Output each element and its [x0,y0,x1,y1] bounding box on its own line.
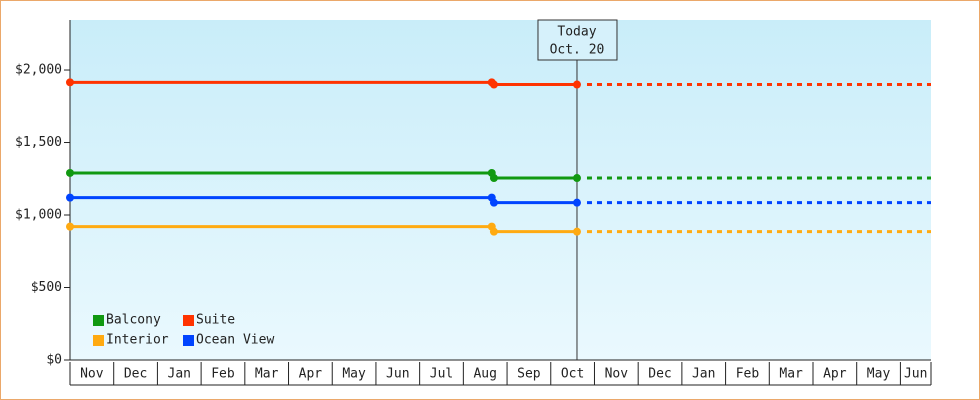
x-tick-label: Jan [168,367,191,382]
today-box [537,19,618,61]
x-tick-label: Apr [823,367,847,382]
x-tick-label: May [342,367,366,382]
x-tick-label: Nov [80,367,104,382]
y-tick-label: $2,000 [15,63,62,78]
price-point [66,222,74,231]
x-tick-label: Feb [736,367,760,382]
y-tick-label: $500 [31,280,62,295]
legend-swatch [183,335,194,346]
legend-swatch [93,315,104,326]
y-tick-label: $1,000 [15,208,62,223]
price-point [572,227,581,236]
x-tick-label: Feb [211,367,235,382]
x-tick-label: Nov [605,367,629,382]
price-point [489,198,498,207]
legend-label: Suite [196,313,235,328]
x-tick-label: Sep [517,367,541,382]
price-point [572,80,581,89]
y-tick-label: $1,500 [15,135,62,150]
plot-area [70,20,931,360]
legend-label: Interior [106,333,169,348]
x-tick-label: Aug [473,367,496,382]
legend-swatch [93,335,104,346]
x-tick-label: Mar [255,367,279,382]
x-tick-label: Jul [430,367,453,382]
price-point [66,193,74,202]
today-date: Oct. 20 [550,43,605,58]
price-point [66,78,74,87]
legend-label: Balcony [106,313,161,328]
price-point [489,227,498,236]
x-tick-label: May [867,367,891,382]
price-point [572,174,581,183]
price-point [572,198,581,207]
x-tick-label: Mar [779,367,803,382]
price-point [489,80,498,89]
x-tick-label: Apr [299,367,323,382]
x-tick-label: Jun [904,367,927,382]
today-label: Today [557,25,596,40]
x-tick-label: Dec [648,367,671,382]
y-tick-label: $0 [46,353,62,368]
price-point [66,168,74,177]
x-tick-label: Oct [561,367,584,382]
x-tick-label: Dec [124,367,147,382]
x-tick-label: Jun [386,367,409,382]
legend-label: Ocean View [196,333,274,348]
price-point [489,174,498,183]
legend-swatch [183,315,194,326]
x-tick-label: Jan [692,367,715,382]
